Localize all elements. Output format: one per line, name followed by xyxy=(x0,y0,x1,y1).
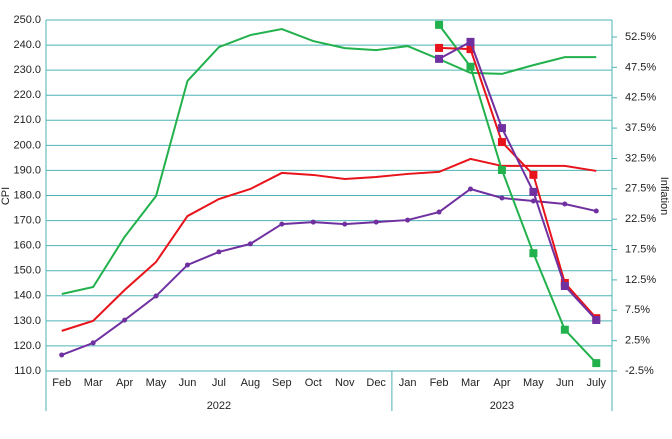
x-tick-label: Jul xyxy=(212,377,226,389)
x-tick-label: Feb xyxy=(430,377,449,389)
y2-tick-label: 22.5% xyxy=(625,213,656,225)
marker xyxy=(373,219,379,225)
y-tick-label: 130.0 xyxy=(13,315,41,327)
x-tick-label: Jan xyxy=(399,377,417,389)
series-line xyxy=(61,27,597,296)
y-tick-label: 230.0 xyxy=(13,64,41,76)
x-tick-label: Jun xyxy=(556,377,574,389)
group-label: 2023 xyxy=(490,400,514,412)
marker xyxy=(593,208,599,214)
series-line xyxy=(438,40,598,321)
group-label: 2022 xyxy=(207,400,231,412)
x-tick-label: Mar xyxy=(461,377,480,389)
marker xyxy=(153,293,159,299)
marker xyxy=(497,138,506,147)
marker xyxy=(247,241,253,247)
x-tick-label: Apr xyxy=(116,377,133,389)
y2-tick-label: 17.5% xyxy=(625,243,656,255)
marker xyxy=(90,340,96,346)
y2-tick-label: 52.5% xyxy=(625,31,656,43)
y-tick-label: 200.0 xyxy=(13,139,41,151)
marker xyxy=(216,249,222,255)
y2-tick-label: 37.5% xyxy=(625,122,656,134)
y-tick-label: 160.0 xyxy=(13,240,41,252)
y-tick-label: 180.0 xyxy=(13,189,41,201)
marker xyxy=(466,37,475,46)
y2-tick-label: 7.5% xyxy=(625,304,650,316)
x-tick-label: Oct xyxy=(305,377,322,389)
x-tick-label: May xyxy=(523,377,544,389)
series-line xyxy=(61,187,597,356)
y-tick-label: 190.0 xyxy=(13,164,41,176)
series-line xyxy=(438,24,598,364)
marker xyxy=(342,221,348,227)
x-tick-label: Jun xyxy=(179,377,197,389)
y-tick-label: 210.0 xyxy=(13,114,41,126)
marker xyxy=(529,170,538,179)
y-tick-label: 120.0 xyxy=(13,340,41,352)
marker xyxy=(592,359,601,368)
marker xyxy=(497,165,506,174)
y2-axis-label: Inflation xyxy=(658,177,670,216)
x-tick-label: Nov xyxy=(335,377,355,389)
marker xyxy=(435,20,444,29)
y2-tick-label: -2.5% xyxy=(625,365,654,377)
marker xyxy=(435,54,444,63)
marker xyxy=(592,315,601,324)
y-tick-label: 110.0 xyxy=(14,365,41,377)
x-tick-label: July xyxy=(586,377,606,389)
x-tick-label: Dec xyxy=(366,377,386,389)
marker xyxy=(435,43,444,52)
y-tick-label: 250.0 xyxy=(13,14,41,26)
marker xyxy=(499,195,505,201)
series-line xyxy=(61,157,597,332)
y2-tick-label: 2.5% xyxy=(625,335,650,347)
marker xyxy=(560,281,569,290)
x-tick-label: Sep xyxy=(272,377,292,389)
y2-tick-label: 27.5% xyxy=(625,183,656,195)
marker xyxy=(279,221,285,227)
marker xyxy=(530,198,536,204)
marker xyxy=(560,325,569,334)
marker xyxy=(529,187,538,196)
y-tick-label: 170.0 xyxy=(13,214,41,226)
series-line xyxy=(439,46,598,319)
marker xyxy=(466,45,475,54)
y-tick-label: 140.0 xyxy=(13,290,41,302)
marker xyxy=(468,186,473,192)
y2-tick-label: 42.5% xyxy=(625,92,656,104)
x-tick-label: Feb xyxy=(52,377,71,389)
marker xyxy=(466,62,475,71)
marker xyxy=(185,262,190,268)
y-axis-label: CPI xyxy=(0,187,12,205)
x-tick-label: May xyxy=(146,377,167,389)
y-tick-label: 150.0 xyxy=(13,265,41,277)
y2-tick-label: 32.5% xyxy=(625,152,656,164)
marker xyxy=(405,217,411,223)
y2-tick-label: 47.5% xyxy=(625,61,656,73)
y-tick-label: 240.0 xyxy=(13,39,41,51)
marker xyxy=(436,209,442,215)
y2-tick-label: 12.5% xyxy=(625,274,656,286)
marker xyxy=(562,201,568,207)
marker xyxy=(122,317,128,323)
marker xyxy=(59,352,65,358)
x-tick-label: Apr xyxy=(493,377,510,389)
marker xyxy=(529,249,538,258)
marker xyxy=(497,124,506,133)
x-tick-label: Aug xyxy=(241,377,261,389)
marker xyxy=(310,219,316,225)
y-tick-label: 220.0 xyxy=(13,89,41,101)
x-tick-label: Mar xyxy=(84,377,103,389)
